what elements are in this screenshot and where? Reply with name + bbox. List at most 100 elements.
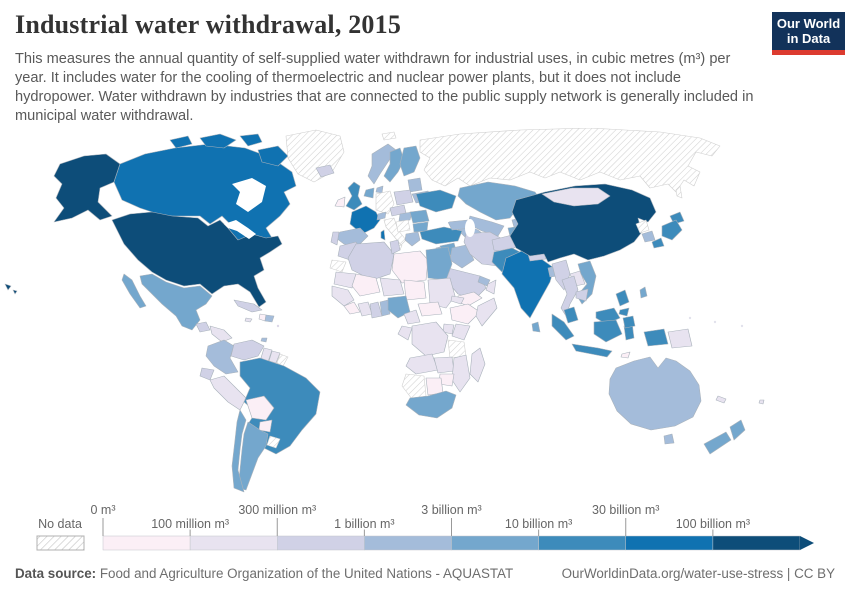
country-uganda[interactable]	[442, 323, 455, 335]
country-united-states[interactable]	[111, 211, 283, 308]
country-ecuador[interactable]	[199, 367, 215, 381]
country-netherlands[interactable]	[363, 187, 375, 199]
country-suriname[interactable]	[268, 350, 281, 364]
country-cambodia[interactable]	[575, 288, 589, 302]
country-ukraine[interactable]	[415, 189, 457, 213]
country-colombia[interactable]	[205, 339, 239, 375]
country-western-sahara[interactable]	[329, 259, 347, 273]
legend-bin-6[interactable]	[538, 535, 626, 551]
country-portugal[interactable]	[330, 231, 340, 246]
country-mexico[interactable]	[139, 273, 213, 331]
country-oman[interactable]	[485, 279, 497, 295]
country-gulf-states[interactable]	[477, 275, 491, 287]
country-jamaica[interactable]	[244, 317, 253, 323]
country-peru[interactable]	[209, 375, 247, 411]
country-united-states[interactable]	[4, 283, 12, 291]
country-eritrea[interactable]	[450, 295, 465, 305]
country-tunisia[interactable]	[389, 239, 401, 255]
country-south-korea[interactable]	[641, 230, 656, 243]
country-niger[interactable]	[379, 277, 405, 297]
country-timor[interactable]	[620, 351, 631, 359]
country-central-african-republic[interactable]	[417, 301, 443, 317]
country-mexico[interactable]	[121, 273, 147, 309]
country-philippines[interactable]	[615, 289, 630, 307]
country-japan[interactable]	[651, 237, 665, 249]
country-taiwan[interactable]	[639, 286, 648, 299]
country-madagascar[interactable]	[469, 347, 486, 383]
country-uruguay[interactable]	[266, 435, 281, 449]
country-italy[interactable]	[383, 217, 407, 246]
country-turkey[interactable]	[419, 226, 463, 245]
owid-logo[interactable]: Our World in Data	[772, 12, 845, 56]
country-united-states[interactable]	[12, 289, 18, 295]
country-france[interactable]	[349, 205, 381, 235]
country-poland[interactable]	[393, 189, 414, 206]
country-guatemala[interactable]	[195, 321, 211, 333]
country-sudan[interactable]	[427, 277, 456, 309]
country-russia[interactable]	[675, 185, 683, 199]
country-mozambique[interactable]	[451, 354, 471, 393]
country-south-africa[interactable]	[405, 390, 457, 419]
country-svalbard[interactable]	[381, 131, 397, 141]
country-sri-lanka[interactable]	[531, 321, 541, 333]
country-mongolia[interactable]	[541, 187, 611, 207]
country-libya[interactable]	[391, 250, 429, 284]
country-australia[interactable]	[663, 433, 675, 445]
country-chile[interactable]	[231, 409, 247, 493]
citation-link[interactable]: OurWorldinData.org/water-use-stress | CC…	[561, 566, 835, 581]
country-indonesia[interactable]	[571, 343, 613, 358]
country-norway[interactable]	[367, 143, 397, 185]
legend-bin-8[interactable]	[712, 535, 801, 551]
country-new-zealand[interactable]	[703, 431, 732, 455]
legend-nodata-swatch[interactable]	[36, 535, 85, 551]
country-greece[interactable]	[404, 231, 421, 247]
country-australia[interactable]	[608, 356, 702, 431]
country-algeria[interactable]	[347, 241, 395, 281]
country-trinidad-and-tobago[interactable]	[260, 337, 268, 343]
country-malaysia[interactable]	[563, 306, 579, 324]
country-philippines[interactable]	[618, 307, 630, 317]
country-baltic-states[interactable]	[407, 177, 423, 193]
country-finland[interactable]	[399, 145, 421, 177]
country-romania[interactable]	[409, 209, 430, 224]
country-namibia[interactable]	[401, 373, 427, 400]
country-mali[interactable]	[351, 273, 381, 297]
country-cameroon[interactable]	[403, 309, 421, 325]
country-dominican-republic[interactable]	[264, 314, 275, 323]
country-benin[interactable]	[379, 299, 391, 317]
country-congo[interactable]	[397, 325, 413, 341]
country-canada[interactable]	[257, 145, 289, 167]
country-india[interactable]	[501, 249, 555, 319]
country-north-korea[interactable]	[635, 219, 650, 234]
country-venezuela[interactable]	[230, 339, 265, 361]
country-switzerland[interactable]	[376, 211, 387, 221]
country-new-zealand[interactable]	[729, 419, 746, 441]
country-canada[interactable]	[169, 135, 193, 149]
country-indonesia[interactable]	[643, 328, 669, 347]
country-canada[interactable]	[199, 133, 237, 149]
country-nicaragua[interactable]	[209, 325, 233, 343]
country-sweden[interactable]	[383, 147, 405, 183]
legend-bin-1[interactable]	[102, 535, 191, 551]
country-fiji[interactable]	[758, 399, 765, 405]
country-japan[interactable]	[661, 219, 683, 241]
country-france[interactable]	[380, 229, 386, 241]
legend-bin-5[interactable]	[451, 535, 539, 551]
country-kenya[interactable]	[451, 323, 471, 341]
country-iceland[interactable]	[315, 164, 335, 178]
country-new-caledonia[interactable]	[715, 395, 727, 404]
country-liberia[interactable]	[343, 301, 361, 315]
country-philippines[interactable]	[622, 315, 636, 329]
country-nigeria[interactable]	[387, 295, 411, 319]
country-ethiopia[interactable]	[449, 303, 481, 325]
country-bolivia[interactable]	[245, 395, 275, 421]
country-hungary[interactable]	[398, 211, 413, 222]
country-ireland[interactable]	[334, 196, 346, 208]
country-serbia[interactable]	[395, 219, 411, 233]
country-denmark[interactable]	[375, 185, 384, 194]
country-indonesia[interactable]	[551, 313, 575, 341]
legend-bin-3[interactable]	[277, 535, 365, 551]
country-indonesia[interactable]	[593, 319, 623, 343]
country-argentina[interactable]	[237, 421, 269, 491]
legend-bin-4[interactable]	[364, 535, 452, 551]
